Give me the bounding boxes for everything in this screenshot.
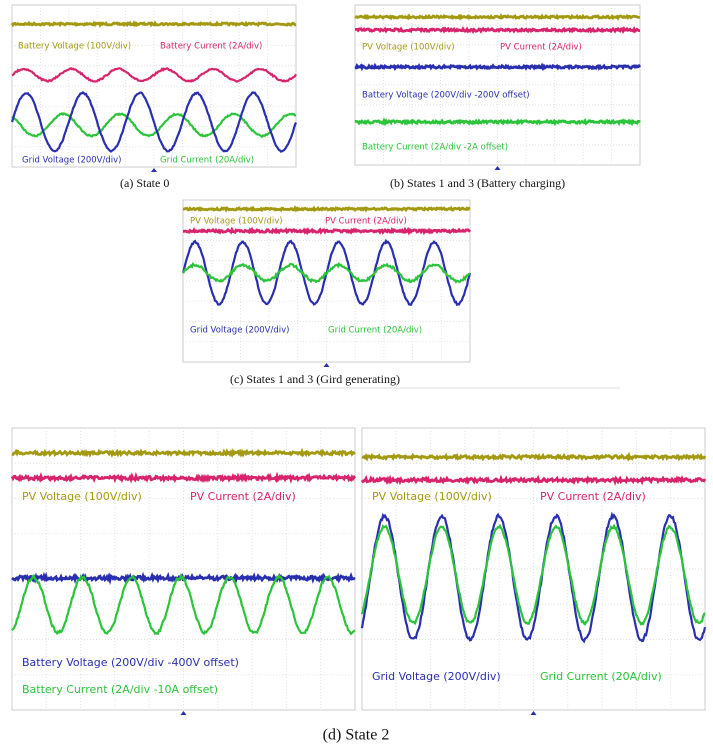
caption: (c) States 1 and 3 (Gird generating) bbox=[230, 372, 400, 386]
scope-screen: PV Voltage (100V/div) PV Current (2A/div)… bbox=[362, 428, 705, 715]
trace bbox=[12, 452, 355, 455]
trigger-marker bbox=[531, 711, 537, 715]
caption: (d) State 2 bbox=[323, 727, 390, 744]
trigger-marker bbox=[181, 711, 187, 715]
scope-screen: PV Voltage (100V/div) PV Current (2A/div)… bbox=[183, 200, 470, 367]
trace-label: Battery Voltage (200V/div -200V offset) bbox=[362, 91, 530, 101]
trace bbox=[355, 16, 640, 18]
trace-label: PV Voltage (100V/div) bbox=[362, 43, 455, 53]
trace-label: Grid Current (20A/div) bbox=[160, 156, 254, 166]
trigger-marker bbox=[324, 363, 330, 367]
trace-label: PV Voltage (100V/div) bbox=[372, 490, 492, 503]
trace bbox=[355, 66, 640, 68]
scope-screen: Battery Voltage (100V/div) Battery Curren… bbox=[12, 5, 296, 172]
scope-screen: PV Voltage (100V/div) PV Current (2A/div)… bbox=[355, 5, 640, 170]
trace-label: Battery Current (2A/div -2A offset) bbox=[362, 143, 508, 153]
trace-label: PV Current (2A/div) bbox=[190, 490, 296, 503]
figure: Battery Voltage (100V/div) Battery Curren… bbox=[0, 0, 713, 751]
scope-screen: PV Voltage (100V/div) PV Current (2A/div)… bbox=[12, 428, 355, 715]
trace-label: Grid Voltage (200V/div) bbox=[190, 326, 289, 336]
trace-label: PV Voltage (100V/div) bbox=[22, 490, 142, 503]
trace-label: Grid Voltage (200V/div) bbox=[22, 156, 121, 166]
trace-label: Battery Voltage (100V/div) bbox=[18, 42, 131, 52]
trace-label: Battery Voltage (200V/div -400V offset) bbox=[22, 656, 239, 669]
trace-label: PV Current (2A/div) bbox=[540, 490, 646, 503]
caption: (a) State 0 bbox=[120, 176, 169, 190]
trace bbox=[12, 23, 296, 25]
trace bbox=[183, 230, 470, 232]
trace-label: Battery Current (2A/div -10A offset) bbox=[22, 683, 218, 696]
trace-label: PV Current (2A/div) bbox=[500, 43, 582, 53]
trace-label: PV Voltage (100V/div) bbox=[190, 217, 283, 227]
trace-label: Grid Current (20A/div) bbox=[328, 326, 422, 336]
trace-label: Grid Voltage (200V/div) bbox=[372, 670, 501, 683]
trigger-marker bbox=[495, 166, 501, 170]
trace-label: PV Current (2A/div) bbox=[325, 217, 407, 227]
trace-label: Battery Current (2A/div) bbox=[160, 42, 262, 52]
trigger-marker bbox=[151, 168, 157, 172]
trace bbox=[355, 29, 640, 31]
caption: (b) States 1 and 3 (Battery charging) bbox=[390, 176, 565, 190]
trace-label: Grid Current (20A/div) bbox=[540, 670, 662, 683]
trace bbox=[183, 208, 470, 210]
